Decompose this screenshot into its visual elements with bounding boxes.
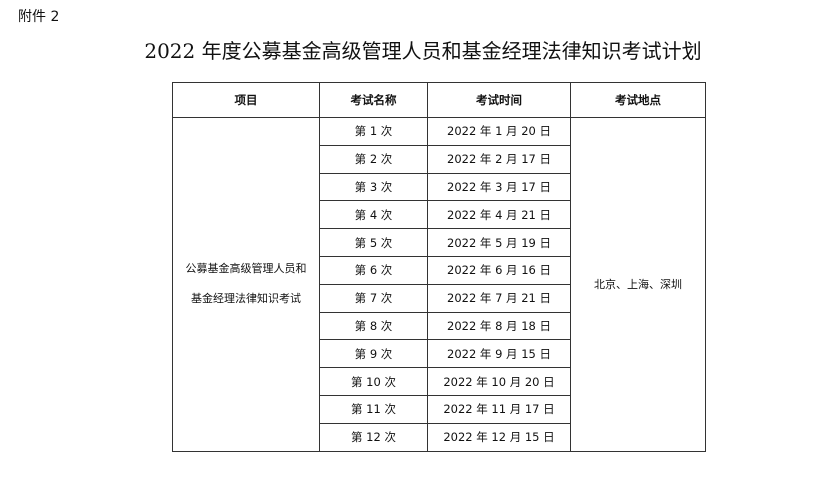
table-header-row: 项目 考试名称 考试时间 考试地点 — [172, 82, 706, 118]
document-title: 2022 年度公募基金高级管理人员和基金经理法律知识考试计划 — [144, 39, 702, 63]
exam-name-cell: 第 8 次 — [319, 311, 428, 341]
table-row: 第 11 次 2022 年 11 月 17 日 — [173, 394, 706, 424]
exam-date-cell: 2022 年 7 月 21 日 — [427, 283, 571, 313]
project-cell: 公募基金高级管理人员和 基金经理法律知识考试 — [172, 117, 320, 452]
exam-name-cell: 第 1 次 — [319, 117, 428, 146]
exam-name-cell: 第 7 次 — [319, 283, 428, 313]
exam-date-cell: 2022 年 6 月 16 日 — [427, 255, 571, 285]
exam-name-cell: 第 11 次 — [319, 394, 428, 424]
header-exam-time: 考试时间 — [427, 82, 571, 118]
location-cell: 北京、上海、深圳 — [570, 117, 706, 452]
exam-date-cell: 2022 年 9 月 15 日 — [427, 339, 571, 369]
table-row: 第 4 次 2022 年 4 月 21 日 — [173, 200, 706, 230]
exam-name-cell: 第 12 次 — [319, 422, 428, 452]
attachment-label: 附件 2 — [18, 9, 60, 25]
header-exam-location: 考试地点 — [570, 82, 706, 118]
table-row: 第 9 次 2022 年 9 月 15 日 — [173, 339, 706, 369]
exam-date-cell: 2022 年 11 月 17 日 — [427, 394, 571, 424]
exam-schedule-table: 项目 考试名称 考试时间 考试地点 公募基金高级管理人员和 基金经理法律知识考试第… — [172, 82, 706, 452]
exam-date-cell: 2022 年 12 月 15 日 — [427, 422, 571, 452]
exam-date-cell: 2022 年 5 月 19 日 — [427, 228, 571, 257]
exam-date-cell: 2022 年 10 月 20 日 — [427, 367, 571, 396]
exam-name-cell: 第 6 次 — [319, 255, 428, 285]
table-row: 第 12 次 2022 年 12 月 15 日 — [173, 422, 706, 452]
exam-date-cell: 2022 年 2 月 17 日 — [427, 144, 571, 174]
exam-name-cell: 第 3 次 — [319, 172, 428, 202]
header-exam-name: 考试名称 — [319, 82, 428, 118]
exam-date-cell: 2022 年 1 月 20 日 — [427, 117, 571, 146]
table-row: 公募基金高级管理人员和 基金经理法律知识考试第 1 次 2022 年 1 月 20 … — [172, 117, 706, 452]
exam-name-cell: 第 2 次 — [319, 144, 428, 174]
exam-name-cell: 第 4 次 — [319, 200, 428, 230]
header-project: 项目 — [172, 82, 320, 118]
table-row: 第 5 次 2022 年 5 月 19 日 — [173, 228, 706, 257]
table-row: 第 8 次 2022 年 8 月 18 日 — [173, 311, 706, 341]
exam-date-cell: 2022 年 8 月 18 日 — [427, 311, 571, 341]
exam-date-cell: 2022 年 4 月 21 日 — [427, 200, 571, 230]
table-row: 第 2 次 2022 年 2 月 17 日 — [173, 144, 706, 174]
exam-name-cell: 第 9 次 — [319, 339, 428, 369]
exam-name-cell: 第 5 次 — [319, 228, 428, 257]
table-row: 第 7 次 2022 年 7 月 21 日 — [173, 283, 706, 313]
project-line: 基金经理法律知识考试 — [191, 292, 301, 306]
table-row: 第 6 次 2022 年 6 月 16 日 — [173, 255, 706, 285]
exam-name-cell: 第 10 次 — [319, 367, 428, 396]
table-row: 第 3 次 2022 年 3 月 17 日 — [173, 172, 706, 202]
exam-date-cell: 2022 年 3 月 17 日 — [427, 172, 571, 202]
project-line: 公募基金高级管理人员和 — [185, 262, 307, 276]
